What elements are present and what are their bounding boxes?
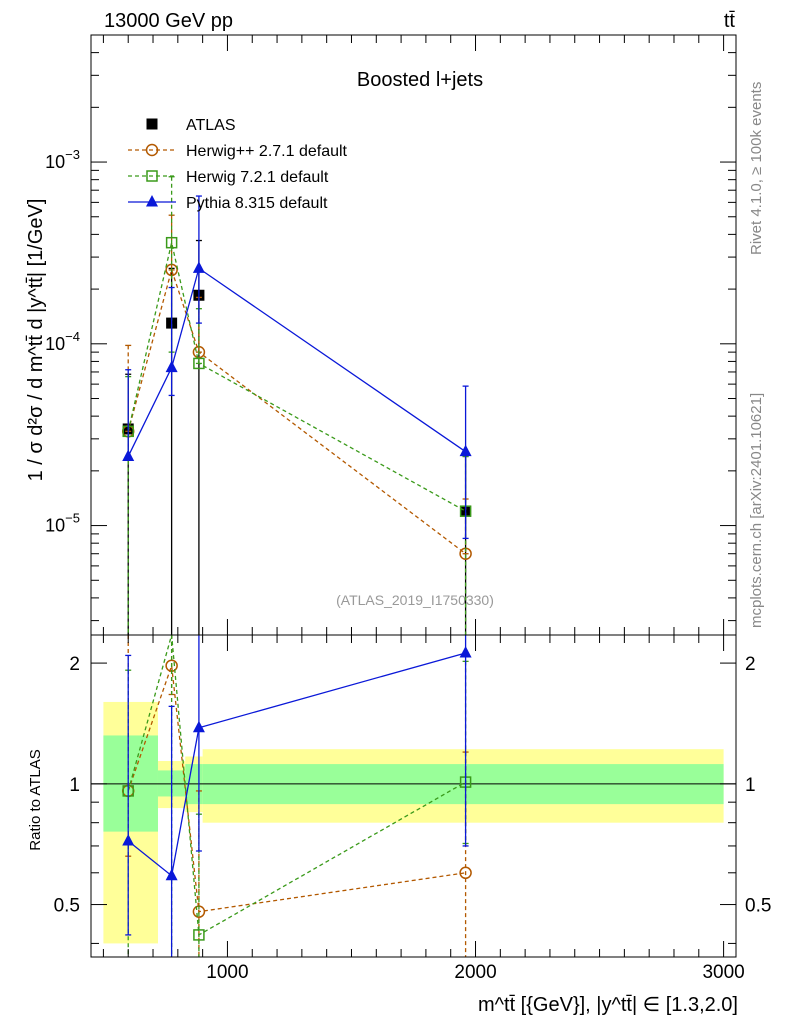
data-point: [165, 236, 178, 249]
data-point: [193, 357, 205, 370]
data-point: [459, 866, 472, 880]
ratio-tick-labels: 0.5 0.5 1 1 2 2 1000 2000 3000: [54, 654, 772, 983]
main-tick-labels: 10−510−410−3: [45, 147, 80, 536]
data-point: [193, 929, 205, 941]
y-tick-label-base: 10: [45, 516, 65, 536]
ratio-plot-frame: [90, 634, 737, 958]
main-title: Boosted l+jets: [357, 69, 483, 91]
data-point: [122, 449, 135, 461]
x-tick-label: 3000: [702, 962, 744, 983]
legend: ATLAS Herwig++ 2.7.1 default Herwig 7.2.1 …: [128, 117, 348, 212]
data-point: [192, 261, 205, 273]
series-pythia-8-315-default: [122, 195, 472, 540]
y-tick-label-base: 10: [45, 152, 65, 172]
series-atlas: [122, 239, 472, 635]
main-panel: 10−510−410−3 Boosted l+jets (ATLAS_2019_…: [25, 34, 737, 636]
ratio-y-tick-label-right: 2: [745, 654, 756, 675]
legend-marker: [145, 143, 159, 157]
process-label: tt̄: [724, 10, 736, 32]
legend-label: Pythia 8.315 default: [186, 195, 328, 212]
ratio-axis-ticks: [91, 635, 736, 957]
ratio-y-tick-label-left: 2: [69, 654, 80, 675]
series-line: [127, 652, 466, 877]
legend-label: Herwig++ 2.7.1 default: [186, 143, 348, 160]
ratio-panel: 0.5 0.5 1 1 2 2 1000 2000 3000 Ratio to ATLAS m^…: [27, 634, 772, 1016]
legend-entry: ATLAS: [146, 117, 236, 134]
series-line: [127, 634, 466, 936]
main-axis-ticks: [91, 34, 736, 635]
legend-entry: Pythia 8.315 default: [128, 195, 328, 212]
y-tick-label-exponent: −4: [65, 329, 80, 344]
legend-marker: [146, 195, 158, 207]
series-line: [127, 665, 466, 913]
data-point: [459, 444, 472, 457]
y-tick-label-exponent: −5: [65, 511, 80, 526]
legend-label: ATLAS: [186, 117, 236, 134]
legend-label: Herwig 7.2.1 default: [186, 169, 329, 186]
series-line: [127, 242, 466, 512]
ratio-series: [121, 634, 472, 957]
y-tick-label: 10−4: [45, 329, 80, 354]
y-tick-label: 10−5: [45, 511, 80, 536]
ratio-y-tick-label-left: 0.5: [54, 896, 80, 917]
y-tick-label-base: 10: [45, 334, 65, 354]
main-ylabel-text: 1 / σ d²σ / d m^tt̄ d |y^tt̄| [1/GeV]: [25, 199, 47, 482]
ratio-y-tick-label-right: 0.5: [745, 896, 771, 917]
series-line: [127, 267, 466, 457]
mcplots-label: mcplots.cern.ch [arXiv:2401.10621]: [748, 393, 765, 628]
x-tick-label: 1000: [206, 962, 248, 983]
main-ylabel: 1 / σ d²σ / d m^tt̄ d |y^tt̄| [1/GeV]: [25, 199, 47, 482]
data-point: [122, 834, 135, 846]
energy-label: 13000 GeV pp: [104, 10, 233, 32]
data-point: [165, 360, 178, 373]
legend-marker: [146, 170, 158, 182]
ratio-y-tick-label-right: 1: [745, 775, 756, 796]
series-herwig-7-2-1-default: [122, 176, 472, 635]
watermark: (ATLAS_2019_I1750330): [336, 592, 494, 608]
series-pythia-8-315-default: [122, 635, 472, 957]
legend-entry: Herwig++ 2.7.1 default: [128, 143, 348, 160]
rivet-label: Rivet 4.1.0, ≥ 100k events: [748, 82, 765, 255]
data-point: [165, 868, 178, 881]
x-axis-label: m^tt̄ [{GeV}], |y^tt̄| ∈ [1.3,2.0]: [478, 994, 738, 1016]
legend-marker: [146, 118, 158, 130]
x-tick-label: 2000: [454, 962, 496, 983]
legend-entry: Herwig 7.2.1 default: [128, 169, 329, 186]
series-herwig-2-7-1-default: [121, 214, 472, 560]
series-line: [127, 267, 466, 555]
ratio-ylabel: Ratio to ATLAS: [27, 749, 44, 850]
data-point: [192, 720, 205, 733]
main-series: [121, 176, 472, 635]
y-tick-label-exponent: −3: [65, 147, 80, 162]
data-point: [459, 645, 472, 658]
y-tick-label: 10−3: [45, 147, 80, 172]
ratio-y-tick-label-left: 1: [69, 775, 80, 796]
